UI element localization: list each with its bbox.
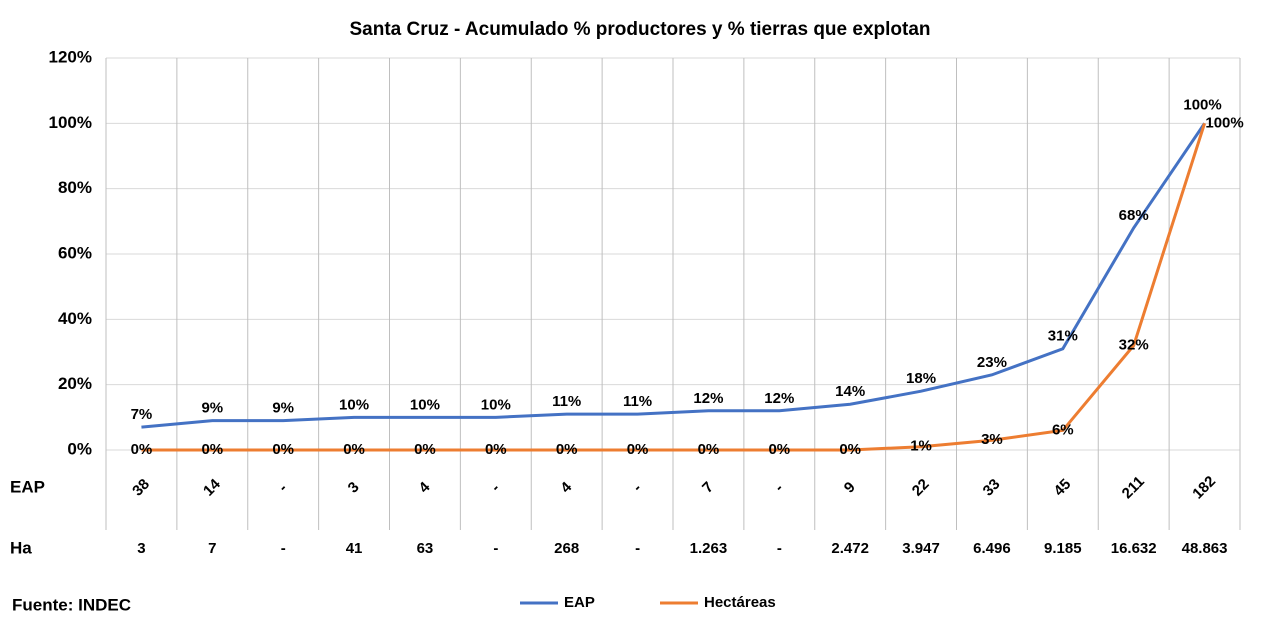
x-tick-label-2: -: [777, 540, 782, 557]
chart-title: Santa Cruz - Acumulado % productores y %…: [349, 19, 930, 40]
y-tick-label: 100%: [49, 113, 92, 132]
x-tick-label-2: 3: [137, 540, 145, 557]
data-label: 0%: [201, 441, 223, 458]
data-label: 0%: [839, 441, 861, 458]
data-label: 0%: [131, 441, 153, 458]
data-label: 11%: [552, 393, 581, 410]
x-tick-label: 182: [1189, 473, 1219, 503]
x-tick-label: -: [275, 480, 291, 496]
x-tick-label: 45: [1051, 476, 1075, 500]
x-tick-label-2: 16.632: [1111, 540, 1157, 557]
data-label: 3%: [981, 431, 1003, 448]
x-tick-label-2: 41: [346, 540, 363, 557]
x-tick-label: 33: [980, 476, 1004, 500]
y-tick-label: 40%: [58, 309, 92, 328]
x-tick-label: -: [488, 480, 504, 496]
data-label: 12%: [764, 390, 794, 407]
series-line: [141, 122, 1206, 429]
x-tick-label-2: -: [281, 540, 286, 557]
data-label: 9%: [201, 400, 223, 417]
data-label: 18%: [906, 370, 936, 387]
x-tick-label-2: 7: [208, 540, 216, 557]
data-label: 100%: [1183, 96, 1221, 113]
x-tick-label: 9: [841, 479, 859, 497]
y-tick-label: 60%: [58, 243, 92, 262]
y-tick-label: 80%: [58, 178, 92, 197]
data-label: 12%: [693, 390, 723, 407]
row-name: Ha: [10, 538, 32, 557]
x-tick-label-2: 48.863: [1182, 540, 1228, 557]
x-tick-label-2: 2.472: [831, 540, 869, 557]
data-label: 0%: [698, 441, 720, 458]
y-tick-label: 0%: [67, 439, 92, 458]
x-tick-label-2: 1.263: [690, 540, 728, 557]
data-label: 31%: [1048, 328, 1078, 345]
x-tick-label: 7: [699, 479, 717, 497]
data-label: 6%: [1052, 421, 1074, 438]
x-tick-label: 4: [416, 478, 434, 496]
legend-label: EAP: [564, 594, 595, 611]
data-label: 0%: [627, 441, 649, 458]
legend-label: Hectáreas: [704, 594, 776, 611]
row-name: EAP: [10, 477, 45, 496]
y-tick-label: 20%: [58, 374, 92, 393]
data-label: 14%: [835, 383, 865, 400]
x-tick-label-2: -: [635, 540, 640, 557]
x-tick-label-2: 3.947: [902, 540, 940, 557]
data-label: 0%: [414, 441, 436, 458]
data-label: 68%: [1119, 207, 1149, 224]
x-tick-label: 211: [1119, 473, 1148, 502]
x-tick-label: -: [629, 480, 645, 496]
data-label: 0%: [485, 441, 507, 458]
x-tick-label: 3: [345, 479, 363, 497]
data-label: 0%: [768, 441, 790, 458]
data-label: 1%: [910, 438, 932, 455]
x-tick-label: -: [771, 480, 787, 496]
data-label: 23%: [977, 354, 1007, 371]
y-tick-label: 120%: [49, 47, 92, 66]
x-tick-label-2: 63: [417, 540, 434, 557]
series-line: [141, 122, 1206, 452]
data-label: 7%: [131, 406, 153, 423]
x-tick-label-2: 9.185: [1044, 540, 1082, 557]
data-label: 0%: [272, 441, 294, 458]
x-tick-label: 4: [557, 478, 575, 496]
data-label: 32%: [1119, 336, 1149, 353]
x-tick-label-2: 268: [554, 540, 579, 557]
data-label: 0%: [556, 441, 578, 458]
x-tick-label: 22: [909, 476, 933, 500]
data-label: 100%: [1205, 114, 1243, 131]
data-label: 10%: [339, 396, 369, 413]
data-label: 9%: [272, 400, 294, 417]
data-label: 10%: [410, 396, 440, 413]
x-tick-label-2: -: [493, 540, 498, 557]
x-tick-label: 38: [129, 476, 153, 500]
data-label: 10%: [481, 396, 511, 413]
x-tick-label: 14: [200, 475, 224, 499]
source: Fuente: INDEC: [12, 595, 131, 614]
data-label: 0%: [343, 441, 365, 458]
data-label: 11%: [623, 393, 652, 410]
x-tick-label-2: 6.496: [973, 540, 1011, 557]
